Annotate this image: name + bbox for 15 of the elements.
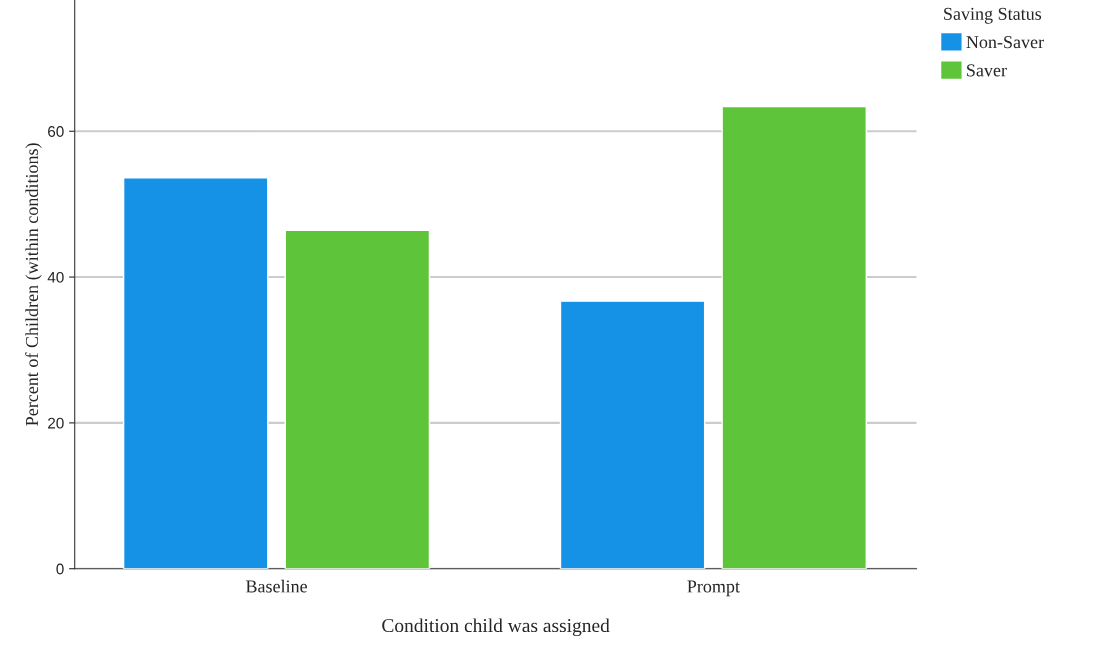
bar	[122, 177, 269, 569]
x-axis-title: Condition child was assigned	[382, 618, 610, 637]
bar	[721, 105, 867, 569]
bar	[559, 300, 706, 569]
bar	[284, 229, 431, 569]
legend-label: Saver	[967, 64, 1007, 77]
legend-title: Saving Status	[944, 7, 1042, 24]
x-tick-label: Baseline	[245, 579, 307, 593]
y-tick-label: 0	[56, 563, 64, 575]
y-tick-label: 40	[47, 271, 64, 283]
legend-label: Non-Saver	[966, 36, 1044, 49]
x-tick-label: Prompt	[687, 580, 740, 597]
y-tick-label: 60	[48, 126, 64, 137]
y-axis-title: Percent of Children (within conditions)	[25, 143, 42, 426]
y-tick-label: 20	[48, 417, 64, 429]
